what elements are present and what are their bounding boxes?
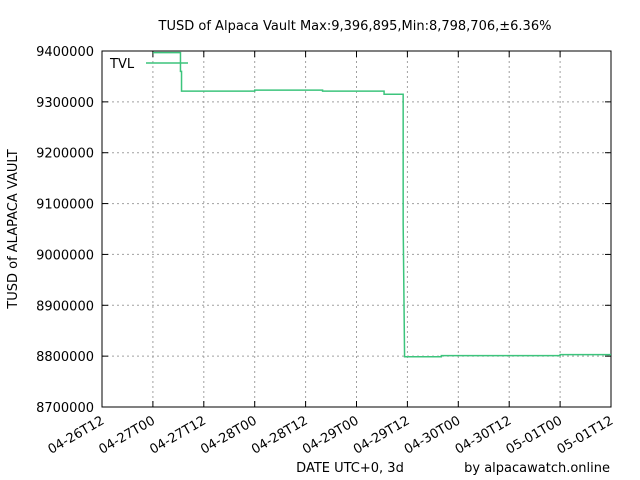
x-tick-label: 05-01T00 — [504, 413, 565, 457]
y-tick-label: 9300000 — [36, 96, 94, 111]
series-layer — [152, 51, 611, 358]
x-tick-label: 04-30T00 — [402, 413, 463, 457]
footer-credit: by alpacawatch.online — [464, 461, 610, 476]
y-tick-label: 8700000 — [36, 401, 94, 416]
x-tick-label: 04-29T00 — [300, 413, 361, 457]
x-tick-label: 04-27T12 — [147, 413, 208, 457]
legend-label-tvl: TVL — [109, 57, 135, 72]
y-tick-label: 9200000 — [36, 147, 94, 162]
x-tick-label: 04-30T12 — [453, 413, 514, 457]
x-tick-label: 04-27T00 — [96, 413, 157, 457]
y-tick-label: 9400000 — [36, 45, 94, 60]
y-tick-label: 9100000 — [36, 198, 94, 213]
legend: TVL — [109, 57, 188, 72]
series-line-tvl — [152, 51, 611, 358]
y-tick-label: 8800000 — [36, 350, 94, 365]
y-tick-label: 9000000 — [36, 248, 94, 263]
x-tick-label: 04-26T12 — [46, 413, 107, 457]
x-tick-label: 04-28T12 — [249, 413, 310, 457]
axis-ticks: 8700000 8800000 8900000 9000000 9100000 92000… — [36, 45, 616, 458]
plot-frame — [101, 50, 612, 408]
chart-title: TUSD of Alpaca Vault Max:9,396,895,Min:8… — [158, 19, 552, 34]
x-axis-label: DATE UTC+0, 3d — [296, 461, 404, 476]
y-tick-label: 8900000 — [36, 299, 94, 314]
x-tick-label: 04-28T00 — [198, 413, 259, 457]
x-tick-label: 05-01T12 — [555, 413, 616, 457]
y-axis-label: TUSD of ALAPACA VAULT — [6, 149, 21, 310]
grid-lines — [102, 51, 611, 407]
x-tick-label: 04-29T12 — [351, 413, 412, 457]
